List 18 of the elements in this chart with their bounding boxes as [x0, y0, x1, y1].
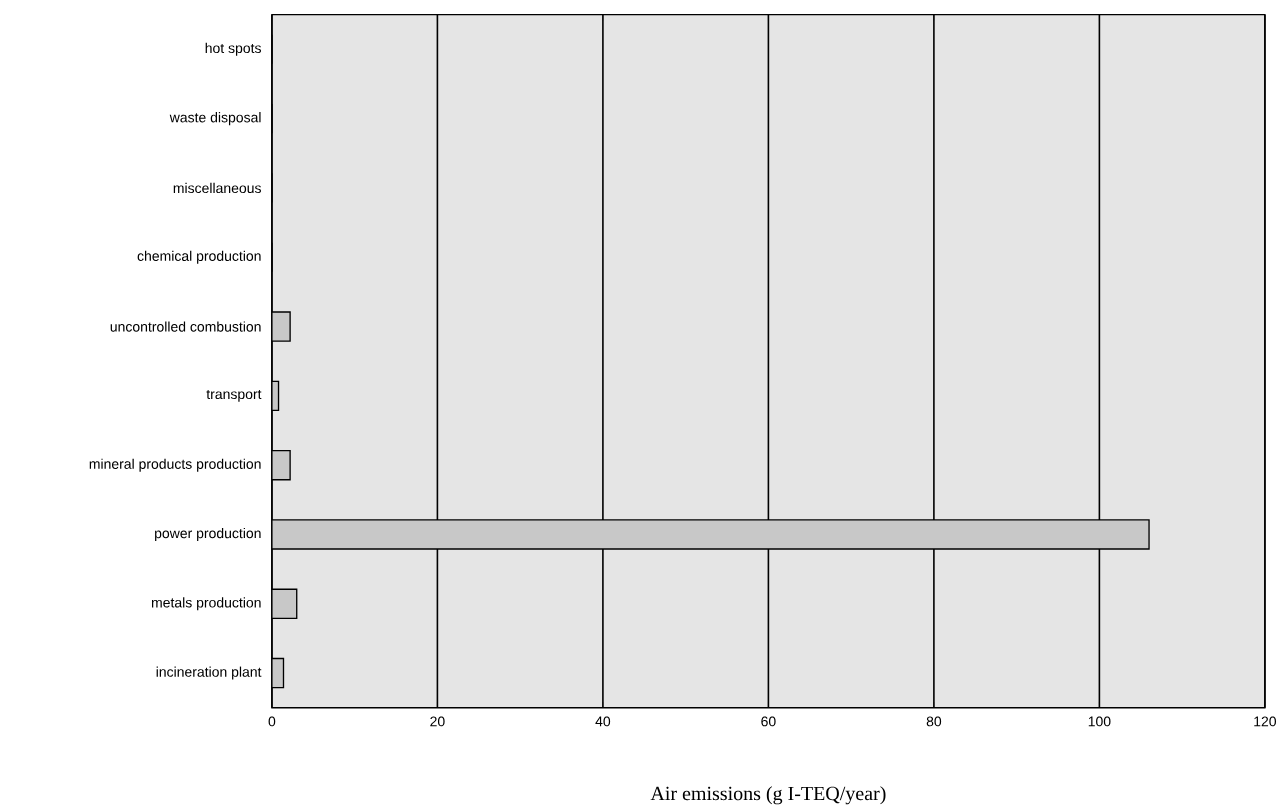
y-tick-label: waste disposal — [169, 112, 261, 126]
x-tick-label: 0 — [268, 716, 276, 727]
y-tick-label: chemical production — [137, 250, 261, 264]
y-tick-label: hot spots — [205, 42, 261, 56]
x-tick-label: 60 — [761, 716, 776, 727]
y-tick-label: mineral products production — [89, 458, 261, 472]
x-tick-label: 40 — [595, 716, 611, 727]
x-axis-title: Air emissions (g I-TEQ/year) — [650, 786, 886, 805]
y-tick-label: transport — [206, 390, 262, 402]
x-tick-label: 100 — [1088, 716, 1111, 727]
y-tick-label: metals production — [151, 597, 261, 611]
y-tick-label: miscellaneous — [173, 182, 261, 194]
y-tick-label: incineration plant — [156, 666, 262, 680]
y-tick-label: power production — [155, 528, 261, 542]
x-tick-label: 80 — [926, 716, 942, 727]
y-tick-label: uncontrolled combustion — [110, 321, 261, 332]
x-tick-label: 120 — [1254, 716, 1277, 727]
x-tick-label: 20 — [430, 716, 445, 727]
